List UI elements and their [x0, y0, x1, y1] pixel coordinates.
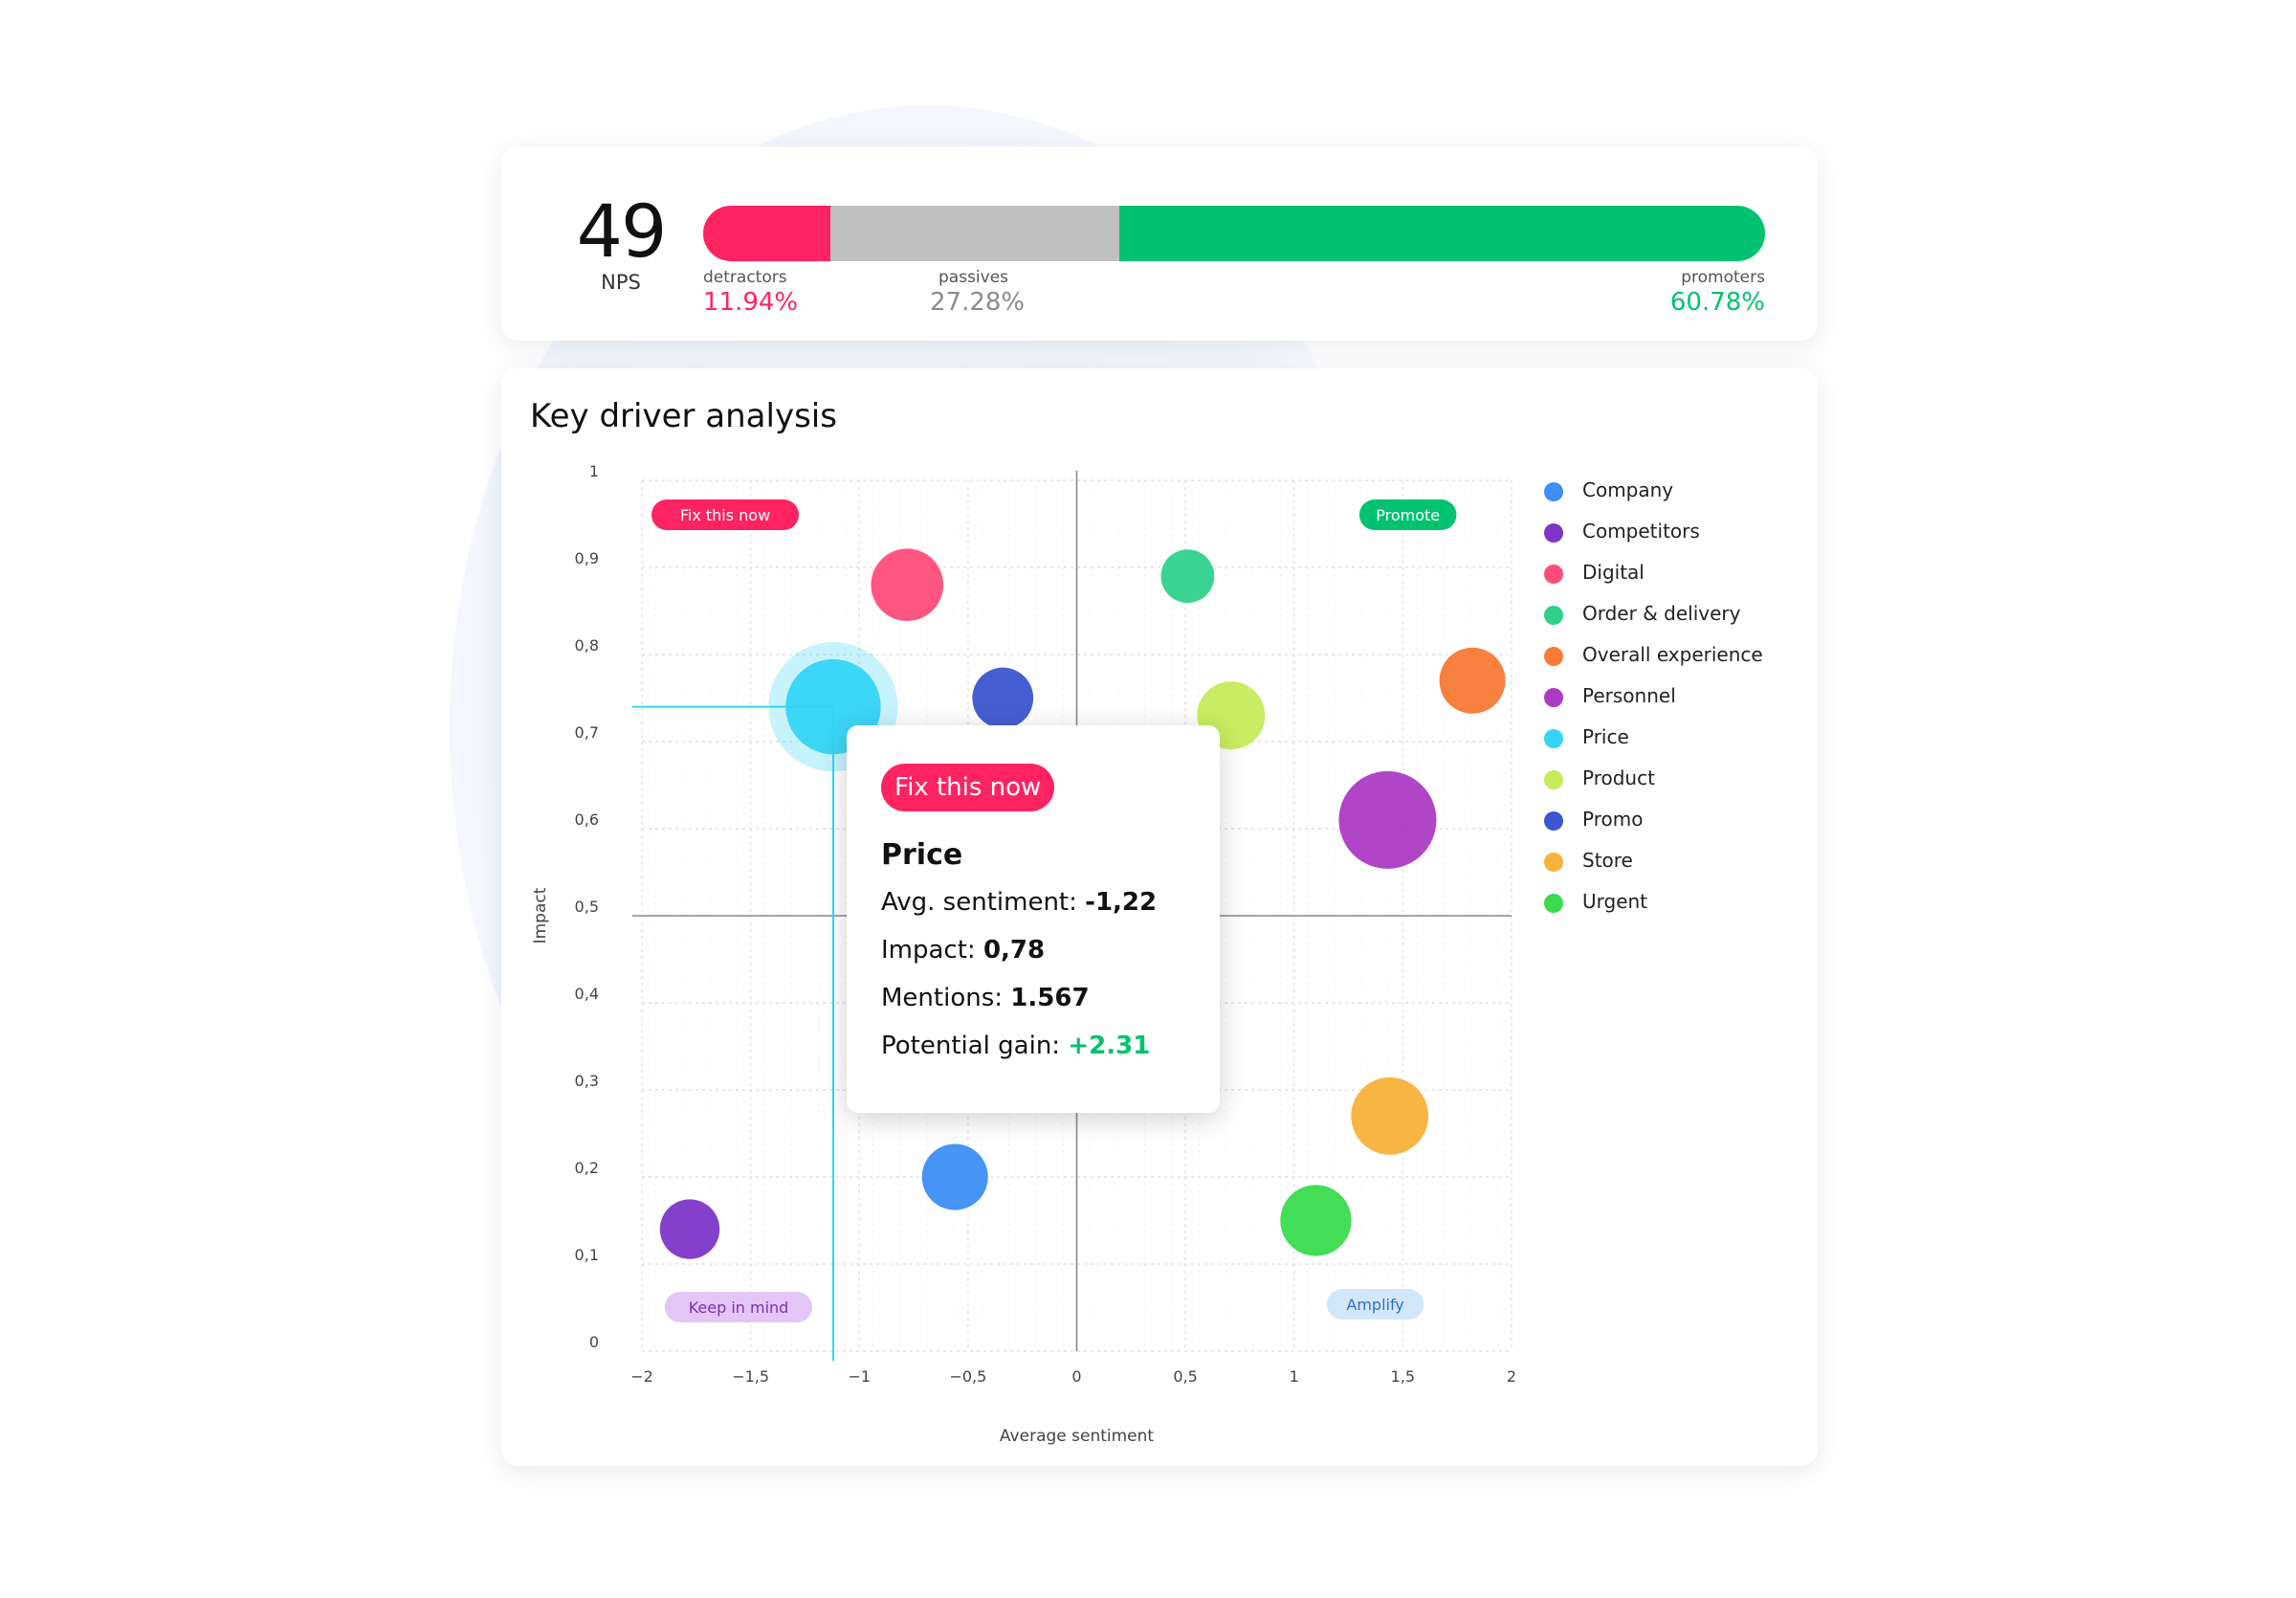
legend-label: Store	[1582, 849, 1633, 872]
legend-label: Digital	[1582, 561, 1645, 584]
legend-swatch	[1544, 523, 1563, 543]
x-tick-label: 1	[1290, 1367, 1299, 1386]
bubble-order-delivery	[1160, 549, 1215, 603]
x-tick-label: 0	[1071, 1367, 1081, 1386]
quadrant-badge-label: Promote	[1376, 506, 1440, 524]
tooltip-row-label: Avg. sentiment:	[881, 888, 1077, 917]
tooltip-row-label: Potential gain:	[881, 1032, 1061, 1060]
legend-label: Personnel	[1582, 684, 1676, 707]
legend-swatch	[1544, 647, 1563, 666]
y-tick-label: 0,2	[575, 1159, 599, 1177]
legend-swatch	[1544, 565, 1563, 584]
bubble-promo	[972, 667, 1034, 729]
tooltip-row-label: Mentions:	[881, 984, 1004, 1012]
detractors-label: detractors	[703, 268, 787, 287]
promoters-label: promoters	[1681, 268, 1765, 287]
tooltip-row-value: 0,78	[982, 936, 1046, 965]
passives-value: 27.28%	[930, 288, 1026, 317]
y-tick-label: 0,9	[575, 549, 599, 567]
bubble-store	[1351, 1076, 1429, 1155]
legend-swatch	[1544, 894, 1563, 913]
legend-label: Price	[1582, 725, 1629, 748]
nps-score: 49	[576, 189, 668, 274]
legend-label: Promo	[1582, 808, 1644, 831]
legend-swatch	[1544, 688, 1563, 707]
quadrant-badge	[1326, 1289, 1424, 1320]
y-tick-label: 0,7	[575, 723, 599, 742]
promoters-value: 60.78%	[1669, 288, 1765, 317]
x-tick-label: 1,5	[1391, 1367, 1415, 1386]
quadrant-badge-label: Amplify	[1346, 1296, 1403, 1314]
nps-stacked-bar	[703, 206, 1765, 261]
quadrant-badge	[651, 499, 799, 530]
x-tick-label: −1,5	[732, 1367, 769, 1386]
bubble-overall-experience	[1439, 647, 1506, 714]
x-tick-label: 2	[1507, 1367, 1516, 1386]
x-tick-label: 0,5	[1173, 1367, 1197, 1386]
legend-label: Company	[1582, 478, 1674, 501]
passives-label: passives	[938, 268, 1009, 287]
tooltip-row-sentiment: Avg. sentiment: -1,22	[881, 888, 1157, 917]
y-tick-label: 0,6	[575, 810, 599, 829]
bubble-competitors	[659, 1199, 720, 1259]
legend-label: Order & delivery	[1582, 602, 1741, 625]
y-tick-label: 0,3	[575, 1072, 599, 1090]
legend-swatch	[1544, 811, 1563, 831]
tooltip-row-mentions: Mentions: 1.567	[881, 984, 1090, 1012]
y-tick-label: 1	[589, 462, 599, 480]
quadrant-badge-label: Keep in mind	[689, 1298, 789, 1317]
tooltip-driver-name: Price	[881, 838, 963, 872]
quadrant-badge	[665, 1292, 812, 1322]
detractors-value: 11.94%	[703, 288, 799, 317]
legend-swatch	[1544, 770, 1563, 789]
tooltip-row-value: +2.31	[1068, 1032, 1151, 1060]
quadrant-badge-label: Fix this now	[680, 506, 770, 524]
passives-segment[interactable]	[829, 206, 1120, 261]
legend-label: Overall experience	[1582, 643, 1763, 666]
bubble-digital	[871, 548, 944, 621]
bubble-tooltip: Fix this now Price Avg. sentiment: -1,22…	[847, 725, 1220, 1113]
y-tick-label: 0	[589, 1333, 599, 1351]
tooltip-row-value: 1.567	[1010, 984, 1090, 1012]
bubble-urgent	[1280, 1185, 1352, 1256]
tooltip-row-impact: Impact: 0,78	[881, 936, 1045, 965]
tooltip-row-label: Impact:	[881, 936, 976, 965]
x-tick-label: −0,5	[949, 1367, 986, 1386]
tooltip-row-value: -1,22	[1085, 888, 1158, 917]
tooltip-quadrant-badge: Fix this now	[881, 764, 1055, 811]
nps-label: NPS	[601, 271, 641, 294]
y-tick-label: 0,5	[575, 898, 599, 916]
legend-label: Product	[1582, 766, 1655, 789]
legend-swatch	[1544, 729, 1563, 748]
x-tick-label: −2	[630, 1367, 653, 1386]
x-axis-label: Average sentiment	[1000, 1427, 1154, 1446]
promoters-segment[interactable]	[1119, 206, 1765, 261]
bubble-personnel	[1338, 770, 1437, 869]
nps-card: 49 NPS detractors 11.94% passives 27.28%…	[501, 146, 1818, 341]
x-tick-label: −1	[848, 1367, 871, 1386]
y-tick-label: 0,4	[575, 985, 599, 1003]
tooltip-row-potential-gain: Potential gain: +2.31	[881, 1032, 1150, 1060]
y-tick-label: 0,1	[575, 1246, 599, 1264]
legend-swatch	[1544, 482, 1563, 501]
key-driver-card: Key driver analysis −2 −1,5 −1 −0,5 0 0,5 1 1,5…	[501, 368, 1818, 1466]
y-tick-label: 0,8	[575, 636, 599, 655]
chart-title: Key driver analysis	[530, 397, 837, 435]
legend-swatch	[1544, 853, 1563, 872]
y-axis-label: Impact	[531, 887, 550, 943]
legend-label: Competitors	[1582, 520, 1700, 543]
legend-swatch	[1544, 606, 1563, 625]
quadrant-badge	[1358, 499, 1457, 530]
detractors-segment[interactable]	[703, 206, 830, 261]
legend-label: Urgent	[1582, 890, 1648, 913]
bubble-company	[921, 1143, 988, 1210]
